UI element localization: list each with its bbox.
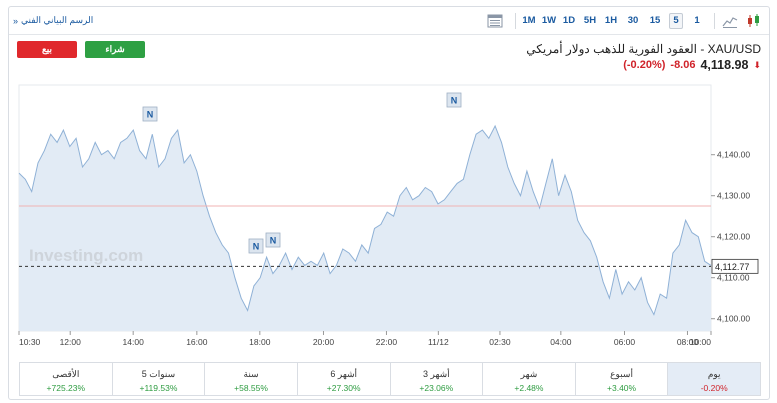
investing-watermark: Investing.com [29,246,143,265]
x-tick-label: 10:00 [690,337,712,347]
x-tick-label: 18:00 [249,337,271,347]
x-tick-label: 14:00 [123,337,145,347]
period-1m[interactable]: شهر +2.48% [482,363,575,395]
quote-line: (-0.20%) -8.06 4,118.98 ⬇ [623,58,761,72]
timeframe-15[interactable]: 15 [649,15,661,26]
news-marker-label: N [147,110,154,120]
current-price-box [711,258,759,274]
news-marker-icon [446,92,462,108]
period-label: 5 سنوات [141,369,176,379]
table-view-icon[interactable] [486,12,504,30]
area-chart-icon[interactable] [721,12,739,30]
technical-chart-link[interactable]: » الرسم البياني الفني [13,15,93,26]
x-tick-label: 02:30 [489,337,511,347]
period-value: +119.53% [139,383,178,393]
period-value: +58.55% [234,383,268,393]
timeframe-5[interactable]: 5 [669,13,683,29]
price-change: -8.06 [670,59,696,71]
y-tick-label: 4,130.00 [717,191,750,201]
price-change-pct: (-0.20%) [623,59,666,71]
chart-widget: » الرسم البياني الفني 1M 1W 1D 5H 1H 30 … [8,6,770,400]
price-area-fill [19,126,711,331]
period-6m[interactable]: 6 أشهر +27.30% [296,363,390,395]
period-value: +725.23% [46,383,86,393]
toolbar-divider [515,13,516,29]
double-chevron-right-icon: » [13,15,19,26]
current-price-label: 4,112.77 [715,262,749,272]
candlestick-icon[interactable] [745,12,763,30]
timeframe-1W[interactable]: 1W [541,15,557,26]
news-marker-label: N [253,242,260,252]
period-1d[interactable]: يوم -0.20% [667,363,760,395]
timeframe-1D[interactable]: 1D [562,15,576,26]
buy-button[interactable]: شراء [85,41,145,58]
news-marker-icon [142,106,158,122]
news-marker-label: N [451,96,458,106]
x-tick-label: 06:00 [614,337,636,347]
period-label: شهر [520,369,538,379]
timeframe-1H[interactable]: 1H [604,15,618,26]
technical-chart-label: الرسم البياني الفني [21,15,94,25]
y-tick-label: 4,100.00 [717,314,750,324]
period-1w[interactable]: أسبوع +3.40% [574,363,668,395]
x-tick-label: 16:00 [186,337,208,347]
chart-toolbar: » الرسم البياني الفني 1M 1W 1D 5H 1H 30 … [9,7,769,35]
y-tick-label: 4,110.00 [717,273,750,283]
y-tick-label: 4,140.00 [717,150,750,160]
period-value: +2.48% [514,383,544,393]
timeframe-30[interactable]: 30 [627,15,639,26]
x-tick-label: 10:30 [19,337,41,347]
timeframe-1[interactable]: 1 [694,15,700,26]
toolbar-divider [714,13,715,29]
period-max[interactable]: الأقصى +725.23% [20,363,112,395]
period-value: +27.30% [326,383,361,393]
news-marker-icon [265,232,281,248]
period-label: يوم [707,369,721,379]
y-tick-label: 4,120.00 [717,232,750,242]
period-label: أسبوع [610,369,633,379]
news-marker-label: N [270,236,277,246]
price-line [18,124,712,316]
period-1y[interactable]: سنة +58.55% [204,363,297,395]
down-arrow-icon: ⬇ [753,59,761,70]
period-3m[interactable]: 3 أشهر +23.06% [389,363,483,395]
x-tick-label: 11/12 [428,337,449,347]
period-value: +23.06% [419,383,454,393]
x-tick-label: 22:00 [376,337,398,347]
period-value: -0.20% [700,383,728,393]
last-price: 4,118.98 [700,58,749,72]
timeframe-5H[interactable]: 5H [583,15,597,26]
x-tick-label: 12:00 [60,337,82,347]
period-label: الأقصى [52,369,80,379]
timeframe-1M[interactable]: 1M [522,15,536,26]
news-marker-icon [248,238,264,254]
x-tick-label: 08:00 [677,337,699,347]
instrument-title: XAU/USD - العقود الفورية للذهب دولار أمر… [526,42,761,56]
period-label: 6 أشهر [330,369,358,379]
period-5y[interactable]: 5 سنوات +119.53% [111,363,205,395]
period-value: +3.40% [607,383,637,393]
sell-button[interactable]: بيع [17,41,77,58]
period-label: سنة [243,369,259,379]
x-tick-label: 20:00 [313,337,335,347]
price-chart[interactable]: 4,112.77 4,100.00 4,110.00 4,120.00 4,130.00… [9,77,769,359]
performance-periods: الأقصى +725.23% 5 سنوات +119.53% سنة +58.55… [19,362,761,396]
x-tick-label: 04:00 [550,337,572,347]
period-label: 3 أشهر [422,369,450,379]
